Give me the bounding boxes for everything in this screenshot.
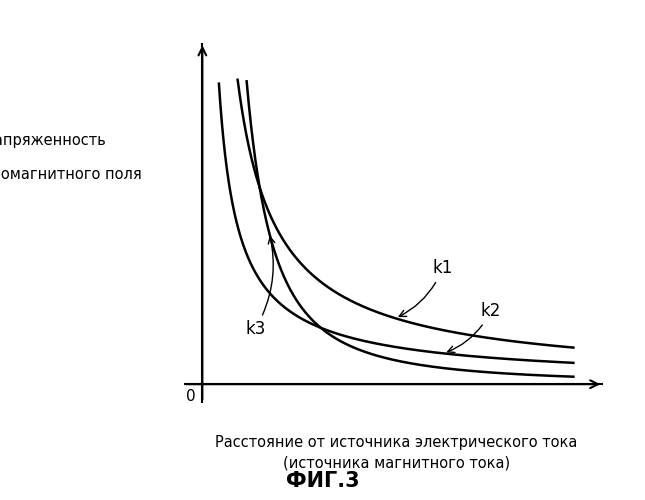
Text: электромагнитного поля: электромагнитного поля xyxy=(0,168,142,182)
Text: k2: k2 xyxy=(448,302,501,352)
Text: Расстояние от источника электрического тока: Расстояние от источника электрического т… xyxy=(215,435,578,450)
Text: (источника магнитного тока): (источника магнитного тока) xyxy=(283,455,510,470)
Text: k1: k1 xyxy=(399,260,453,316)
Text: Напряженность: Напряженность xyxy=(0,132,106,148)
Text: k3: k3 xyxy=(245,237,275,338)
Text: 0: 0 xyxy=(186,389,196,404)
Text: ФИГ.3: ФИГ.3 xyxy=(286,471,359,491)
